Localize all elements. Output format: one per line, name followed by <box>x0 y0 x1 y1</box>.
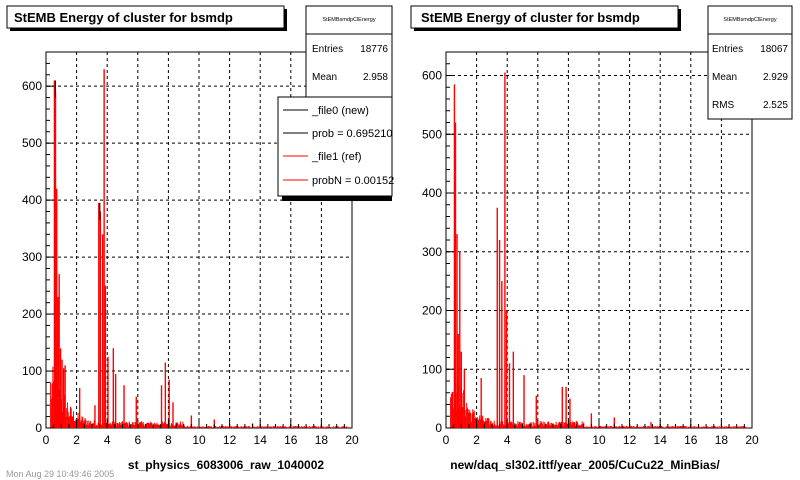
x-tick-label: 8 <box>165 433 172 447</box>
left-stats-label-mean: Mean <box>312 72 337 83</box>
left-histogram <box>50 69 349 428</box>
x-tick-label: 6 <box>534 433 541 447</box>
y-tick-label: 400 <box>422 186 442 200</box>
left-stats-title: StEMBsmdpClEnergy <box>322 17 375 23</box>
left-grid <box>46 52 352 428</box>
x-tick-label: 14 <box>254 433 268 447</box>
right-stats-value-entries: 18067 <box>760 44 788 55</box>
x-tick-label: 18 <box>315 433 329 447</box>
y-tick-label: 500 <box>22 136 42 150</box>
left-legend: _file0 (new) prob = 0.695210 _file1 (ref… <box>277 96 394 201</box>
x-tick-label: 2 <box>473 433 480 447</box>
legend-entry-probn: probN = 0.00152 <box>312 175 394 187</box>
x-tick-label: 10 <box>192 433 206 447</box>
x-tick-label: 6 <box>134 433 141 447</box>
left-panel: 0 2 4 6 8 10 12 14 16 18 20 0 100 200 300 400 500 600 st… <box>6 5 394 472</box>
legend-entry-file0: _file0 (new) <box>311 105 369 117</box>
left-x-axis: 0 2 4 6 8 10 12 14 16 18 20 <box>43 420 359 447</box>
y-tick-label: 200 <box>422 304 442 318</box>
footer-timestamp: Mon Aug 29 10:49:46 2005 <box>6 469 114 479</box>
x-tick-label: 20 <box>745 433 759 447</box>
y-tick-label: 100 <box>22 364 42 378</box>
left-y-axis: 0 100 200 300 400 500 600 <box>22 51 54 435</box>
y-tick-label: 600 <box>422 69 442 83</box>
left-stats-label-entries: Entries <box>312 44 343 55</box>
y-tick-label: 200 <box>22 307 42 321</box>
right-y-axis: 0 100 200 300 400 500 600 <box>422 51 454 435</box>
x-tick-label: 12 <box>223 433 237 447</box>
left-chart-title: StEMB Energy of cluster for bsmdp <box>14 10 233 25</box>
right-stats-box: StEMBsmdpClEnergy Entries 18067 Mean 2.9… <box>707 5 793 120</box>
right-chart-title: StEMB Energy of cluster for bsmdp <box>421 10 640 25</box>
right-x-axis: 0 2 4 6 8 10 12 14 16 18 20 <box>443 420 759 447</box>
left-title-box <box>6 5 285 29</box>
right-stats-label-rms: RMS <box>712 100 735 111</box>
y-tick-label: 300 <box>22 250 42 264</box>
left-x-axis-label: st_physics_6083006_raw_1040002 <box>128 458 324 472</box>
y-tick-label: 500 <box>422 127 442 141</box>
x-tick-label: 12 <box>623 433 637 447</box>
left-stats-box: StEMBsmdpClEnergy Entries 18776 Mean 2.9… <box>305 5 393 99</box>
right-stats-frame <box>707 5 793 120</box>
right-stats-value-mean: 2.929 <box>763 72 788 83</box>
x-tick-label: 0 <box>43 433 50 447</box>
x-tick-label: 16 <box>284 433 298 447</box>
x-tick-label: 16 <box>684 433 698 447</box>
x-tick-label: 4 <box>104 433 111 447</box>
x-tick-label: 10 <box>592 433 606 447</box>
right-stats-label-mean: Mean <box>712 72 737 83</box>
right-stats-title: StEMBsmdpClEnergy <box>723 17 776 23</box>
y-tick-label: 0 <box>35 421 42 435</box>
right-grid <box>446 52 752 428</box>
legend-entry-prob: prob = 0.695210 <box>312 128 392 140</box>
legend-entry-file1: _file1 (ref) <box>311 151 362 163</box>
y-tick-label: 400 <box>22 193 42 207</box>
x-tick-label: 14 <box>654 433 668 447</box>
right-x-axis-label: new/daq_sl302.ittf/year_2005/CuCu22_MinB… <box>450 458 720 472</box>
x-tick-label: 20 <box>345 433 359 447</box>
x-tick-label: 2 <box>73 433 80 447</box>
right-stats-value-rms: 2.525 <box>763 100 788 111</box>
y-tick-label: 100 <box>422 362 442 376</box>
right-panel: 0 2 4 6 8 10 12 14 16 18 20 0 100 200 300 400 500 600 ne… <box>410 5 793 472</box>
y-tick-label: 0 <box>435 421 442 435</box>
right-stats-label-entries: Entries <box>712 44 743 55</box>
left-stats-value-mean: 2.958 <box>363 72 388 83</box>
left-stats-value-entries: 18776 <box>360 44 388 55</box>
x-tick-label: 18 <box>715 433 729 447</box>
x-tick-label: 0 <box>443 433 450 447</box>
left-stats-frame <box>305 5 393 99</box>
right-title-box <box>410 5 679 29</box>
right-histogram <box>450 72 749 428</box>
y-tick-label: 600 <box>22 79 42 93</box>
y-tick-label: 300 <box>422 245 442 259</box>
x-tick-label: 8 <box>565 433 572 447</box>
x-tick-label: 4 <box>504 433 511 447</box>
